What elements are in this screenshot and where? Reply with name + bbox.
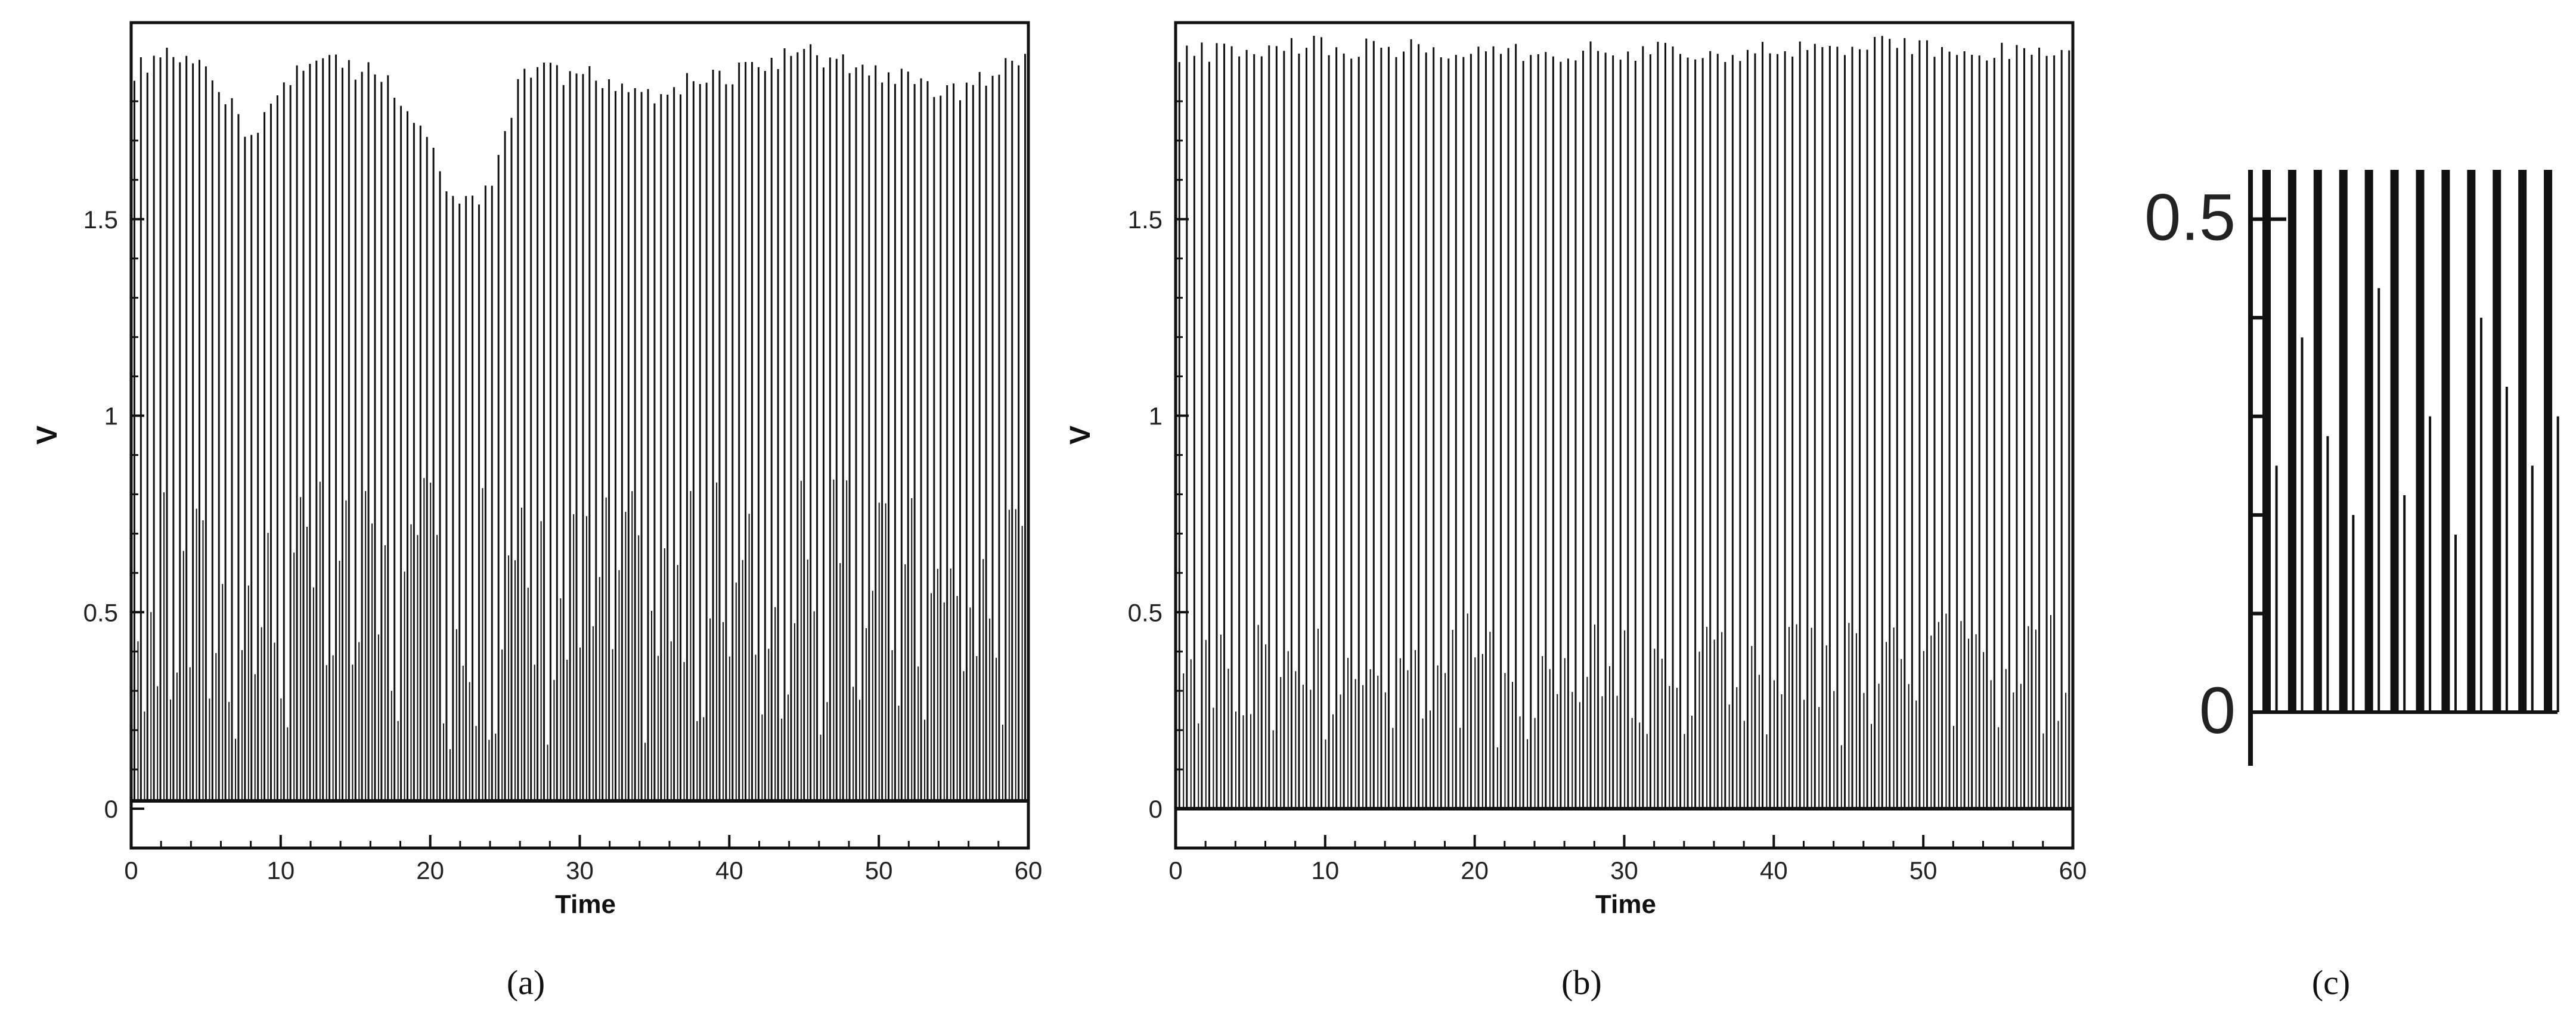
panel-b-label: (b) (1561, 963, 1602, 1002)
y-tick-label: 0 (104, 795, 118, 823)
y-tick-label: 0 (1149, 795, 1163, 823)
panel-c-y-tick-label: 0 (2199, 674, 2236, 747)
x-tick-label: 60 (2059, 856, 2087, 884)
panel-b-spike-train (1175, 36, 2073, 811)
panel-a-y-axis-title: V (32, 426, 63, 445)
panel-b-chart: 0 10 20 30 40 50 60 0 0.5 1 1.5 Time V (1065, 21, 2087, 919)
panel-a-x-axis-title: Time (555, 890, 616, 919)
spike (2467, 170, 2476, 712)
panel-c-axes: 00.5 (2144, 170, 2558, 766)
x-tick-label: 40 (715, 856, 743, 884)
panel-b-axes: 0 10 20 30 40 50 60 0 0.5 1 1.5 (1128, 100, 2087, 884)
x-tick-label: 0 (124, 856, 138, 884)
spike (2493, 170, 2501, 712)
panel-a-chart: 0 10 20 30 40 50 60 0 0.5 1 1.5 Time V (32, 21, 1043, 919)
x-tick-label: 20 (1461, 856, 1489, 884)
spike (2364, 170, 2373, 712)
x-tick-label: 60 (1015, 856, 1043, 884)
x-tick-label: 10 (266, 856, 295, 884)
panel-b-y-axis-title: V (1065, 426, 1096, 445)
spike (2518, 170, 2527, 712)
y-tick-label: 0.5 (1128, 598, 1163, 626)
panel-c-label: (c) (2312, 963, 2350, 1002)
y-tick-label: 0.5 (83, 598, 118, 626)
spike (2287, 170, 2296, 712)
x-tick-label: 10 (1311, 856, 1339, 884)
spike (2544, 170, 2553, 712)
spike (2262, 170, 2271, 712)
spike (2441, 170, 2450, 712)
x-tick-label: 20 (416, 856, 444, 884)
panel-c-spike-train (2262, 170, 2559, 712)
y-tick-label: 1.5 (1128, 206, 1163, 234)
x-tick-label: 50 (1909, 856, 1938, 884)
y-tick-label: 1 (104, 402, 118, 430)
spike (2339, 170, 2348, 712)
y-tick-label: 1.5 (83, 206, 118, 234)
x-tick-label: 50 (865, 856, 893, 884)
y-tick-label: 1 (1149, 402, 1163, 430)
panel-c-zoom-chart: 00.5 (2144, 170, 2559, 766)
x-tick-label: 40 (1760, 856, 1788, 884)
x-tick-label: 30 (1610, 856, 1638, 884)
panel-c-y-tick-label: 0.5 (2144, 181, 2236, 254)
panel-a-spike-train (131, 44, 1028, 803)
spike (2313, 170, 2322, 712)
spike (2416, 170, 2425, 712)
x-tick-label: 0 (1168, 856, 1182, 884)
spike (2390, 170, 2399, 712)
panel-a-label: (a) (507, 963, 545, 1002)
panel-a-axes: 0 10 20 30 40 50 60 0 0.5 1 1.5 (83, 100, 1043, 884)
x-tick-label: 30 (566, 856, 594, 884)
panel-b-x-axis-title: Time (1595, 890, 1656, 919)
